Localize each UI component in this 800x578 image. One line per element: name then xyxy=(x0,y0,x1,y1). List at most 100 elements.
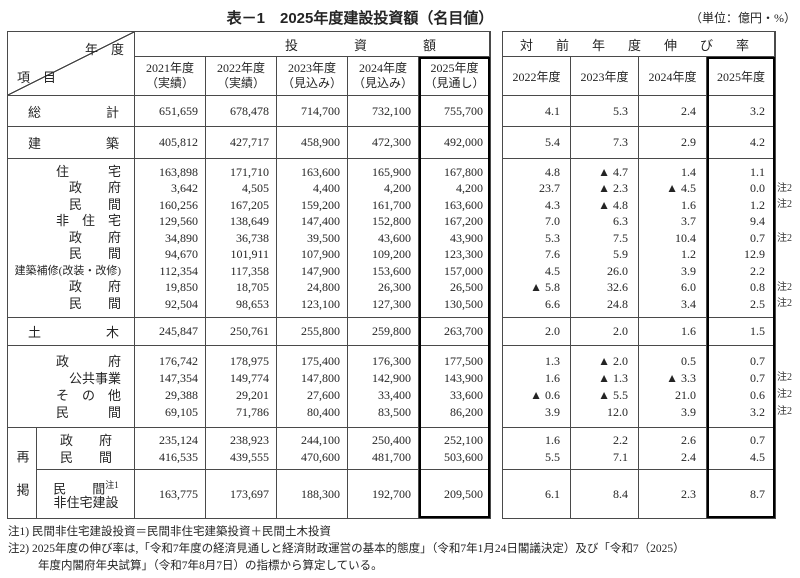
col-header-2024: 2024年度 xyxy=(639,57,707,96)
note2-marker: 注2 xyxy=(777,183,792,194)
cell-rate: 5.4 xyxy=(503,127,571,159)
cell-rate: 2.9 xyxy=(639,127,707,159)
building-subrow-values: 171,710 4,505 167,205 138,649 36,738 101,911 1… xyxy=(206,159,277,318)
relisting-values: 238,923 439,555 xyxy=(206,428,277,470)
row-label-government: 政 府 xyxy=(68,180,121,196)
cell-rate: 8.4 xyxy=(571,470,639,518)
cell-value: 259,800 xyxy=(348,318,419,346)
investment-group-header: 投資額 xyxy=(135,32,490,57)
cell-rate: 5.3 xyxy=(571,96,639,127)
cell-rate: 2.3 xyxy=(639,470,707,518)
note2-marker: 注2 xyxy=(777,282,792,293)
col-header-2024: 2024年度 （見込み） xyxy=(348,57,419,96)
cell-rate: 7.3 xyxy=(571,127,639,159)
relisting-values: 235,124 416,535 xyxy=(135,428,206,470)
civil-subrow-values: 176,742 147,354 29,388 69,105 xyxy=(135,346,206,428)
cell-rate: 4.1 xyxy=(503,96,571,127)
cell-rate: 6.1 xyxy=(503,470,571,518)
cell-rate: 2.0 xyxy=(503,318,571,346)
cell-value: 492,000 xyxy=(419,127,490,159)
cell-value: 188,300 xyxy=(277,470,348,518)
note2-marker: 注2 xyxy=(777,233,792,244)
footnote-1: 注1) 民間非住宅建設投資＝民間非住宅建築投資＋民間土木投資 xyxy=(8,526,331,538)
header-corner-cell: 年 度 項 目 xyxy=(8,32,135,96)
civil-subrow-rates: 1.3 1.6 ▲ 0.6 3.9 xyxy=(503,346,571,428)
building-subrow-values: 167,800 4,200 163,600 167,200 43,900 123,300 1… xyxy=(419,159,490,318)
cell-value: 472,300 xyxy=(348,127,419,159)
row-label-housing: 住 宅 xyxy=(55,163,121,179)
relisting-values: 244,100 470,600 xyxy=(277,428,348,470)
row-label-government: 政 府 xyxy=(68,229,121,245)
row-label-private: 民 間 xyxy=(55,404,121,420)
cell-rate: 3.2 xyxy=(707,96,775,127)
cell-value: 255,800 xyxy=(277,318,348,346)
footnote-2: 注2) 2025年度の伸び率は,「令和7年度の経済見通しと経済財政運営の基本的態… xyxy=(8,543,685,572)
building-subrow-values: 165,900 4,200 161,700 152,800 43,600 109,200 1… xyxy=(348,159,419,318)
cell-value: 755,700 xyxy=(419,96,490,127)
col-header-2021: 2021年度 （実績） xyxy=(135,57,206,96)
cell-value: 678,478 xyxy=(206,96,277,127)
civil-subrow-labels: 政 府 公共事業 そ の 他 民 間 xyxy=(8,346,135,428)
relisting-values: 250,400 481,700 xyxy=(348,428,419,470)
unit-label: （単位：億円・%） xyxy=(690,11,796,25)
civil-subrow-rates: ▲ 2.0 ▲ 1.3 ▲ 5.5 12.0 xyxy=(571,346,639,428)
cell-rate: 8.7 xyxy=(750,486,765,501)
relisting-rates: 0.7 4.5 xyxy=(707,428,775,470)
cell-value: 250,761 xyxy=(206,318,277,346)
page-title: 表－1 2025年度建設投資額（名目値） xyxy=(226,10,494,27)
investment-amount-table: 年 度 項 目 投資額 2021年度 （実績） 2022年度 （実績） 2023… xyxy=(7,31,491,519)
relisting-rates: 2.6 2.4 xyxy=(639,428,707,470)
footnotes: 注1) 民間非住宅建設投資＝民間非住宅建築投資＋民間土木投資 注2) 2025年… xyxy=(8,524,796,575)
col-header-2023: 2023年度 xyxy=(571,57,639,96)
row-label-private: 民 間 xyxy=(68,246,121,262)
corner-item-label: 項 目 xyxy=(17,70,57,85)
row-label-private: 民 間 xyxy=(68,196,121,212)
row-label-total: 総 計 xyxy=(8,96,135,127)
civil-subrow-values: 175,400 147,800 27,600 80,400 xyxy=(277,346,348,428)
cell-value: 192,700 xyxy=(348,470,419,518)
building-subrow-rates: 1.1 0.0 1.2 9.4 0.7 12.9 2.2 0.8 2.5 xyxy=(707,159,775,318)
cell-value: 651,659 xyxy=(135,96,206,127)
building-subrow-values: 163,600 4,400 159,200 147,400 39,500 107,900 1… xyxy=(277,159,348,318)
civil-subrow-values: 178,975 149,774 29,201 71,786 xyxy=(206,346,277,428)
cell-value: 263,700 xyxy=(419,318,490,346)
corner-year-label: 年 度 xyxy=(84,42,124,57)
building-subrow-rates: ▲ 4.7 ▲ 2.3 ▲ 4.8 6.3 7.5 5.9 26.0 32.6 24.8 xyxy=(571,159,639,318)
row-label-other: そ の 他 xyxy=(55,387,121,403)
col-header-2025: 2025年度 （見通し） xyxy=(419,57,490,96)
row-label-repair: 建築補修(改装・改修) xyxy=(14,264,121,277)
row-label-relisting: 再掲 xyxy=(8,428,37,518)
note2-marker: 注2 xyxy=(777,372,792,383)
civil-subrow-rates: 0.7 0.7 0.6 3.2 xyxy=(707,346,775,428)
footnote1-reference: 注1 xyxy=(105,480,119,490)
relisting-values: 252,100 503,600 xyxy=(419,428,490,470)
note2-marker: 注2 xyxy=(777,199,792,210)
building-subrow-rates: 4.8 23.7 4.3 7.0 5.3 7.6 4.5 ▲ 5.8 6.6 xyxy=(503,159,571,318)
row-label-government: 政 府 xyxy=(68,279,121,295)
relisting-rates: 2.2 7.1 xyxy=(571,428,639,470)
cell-value: 209,500 xyxy=(444,486,483,501)
col-header-2025: 2025年度 xyxy=(707,57,775,96)
relisting-label-group: 再掲 政 府 民 間 民 間注1 非住宅建設 xyxy=(8,428,135,518)
growth-rate-table: 対前年度伸び率 2022年度 2023年度 2024年度 2025年度 4.1 … xyxy=(502,31,776,519)
cell-value: 245,847 xyxy=(135,318,206,346)
relisting-private-nonres-label: 民 間注1 非住宅建設 xyxy=(53,480,119,510)
row-label-private: 民 間 xyxy=(68,295,121,311)
row-label-civil: 土 木 xyxy=(8,318,135,346)
cell-value: 427,717 xyxy=(206,127,277,159)
building-subrow-rates: 1.4 ▲ 4.5 1.6 3.7 10.4 1.2 3.9 6.0 3.4 xyxy=(639,159,707,318)
building-subrow-values: 163,898 3,642 160,256 129,560 34,890 94,670 11… xyxy=(135,159,206,318)
cell-value: 405,812 xyxy=(135,127,206,159)
cell-value: 163,775 xyxy=(135,470,206,518)
cell-rate: 2.0 xyxy=(571,318,639,346)
civil-subrow-values: 177,500 143,900 33,600 86,200 xyxy=(419,346,490,428)
building-subrow-labels: 住 宅 政 府 民 間 非 住 宅 政 府 民 間 建築補修(改装・改修) 政 … xyxy=(8,159,135,318)
row-label-nonresidential: 非 住 宅 xyxy=(55,213,121,229)
col-header-2022: 2022年度 （実績） xyxy=(206,57,277,96)
row-label-public-works: 公共事業 xyxy=(68,370,121,386)
note2-marker: 注2 xyxy=(777,389,792,400)
col-header-2023: 2023年度 （見込み） xyxy=(277,57,348,96)
cell-rate: 4.2 xyxy=(707,127,775,159)
cell-rate: 1.5 xyxy=(707,318,775,346)
